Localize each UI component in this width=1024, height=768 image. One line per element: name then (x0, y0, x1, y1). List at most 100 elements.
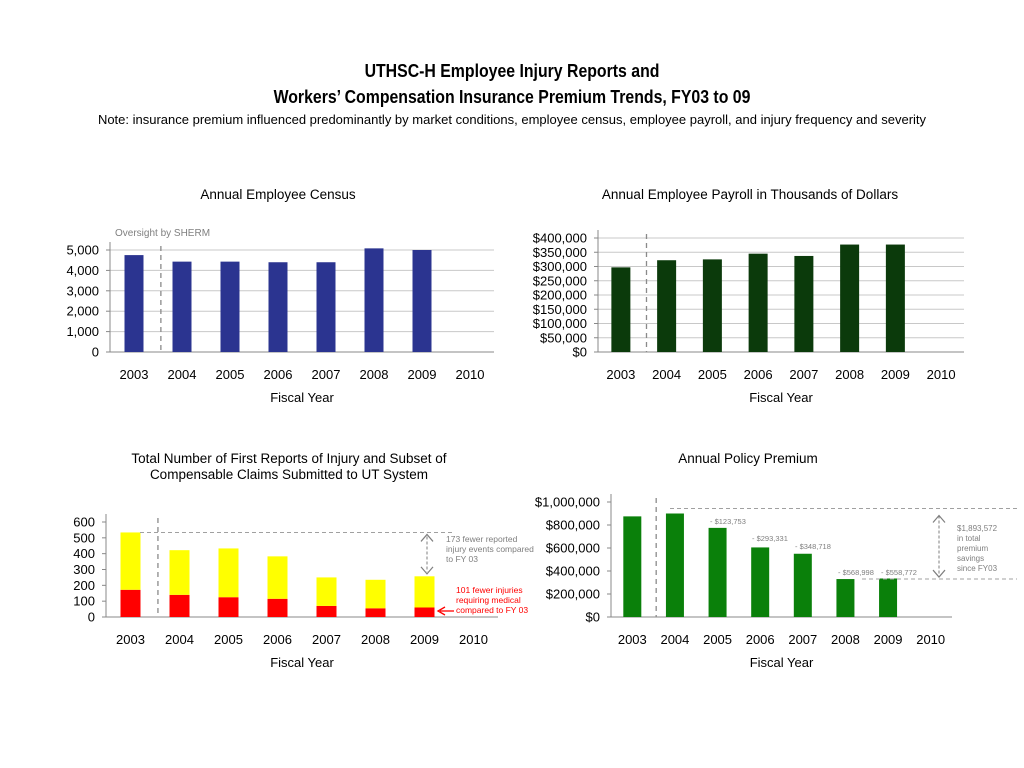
x-tick-label: 2006 (746, 632, 775, 647)
bar (794, 255, 814, 352)
bar (836, 579, 855, 617)
fewer-injuries-note: injury events compared (446, 544, 534, 554)
x-tick-label: 2008 (361, 632, 390, 647)
y-tick-label: $400,000 (533, 231, 587, 246)
bar (885, 244, 905, 352)
stacked-bar-segment (169, 550, 190, 595)
y-tick-label: 1,000 (66, 324, 99, 339)
stacked-bar-segment (218, 548, 239, 598)
red-arrow-head (436, 606, 446, 616)
x-tick-label: 2005 (214, 632, 243, 647)
y-tick-label: $1,000,000 (535, 495, 600, 510)
bar (611, 267, 631, 352)
x-tick-label: 2003 (116, 632, 145, 647)
x-tick-label: 2010 (456, 367, 485, 382)
bar (708, 527, 727, 617)
savings-label: - $348,718 (795, 542, 831, 551)
fewer-medical-note: requiring medical (456, 595, 521, 605)
x-axis-label: Fiscal Year (270, 390, 334, 405)
y-tick-label: $200,000 (546, 587, 600, 602)
x-tick-label: 2004 (660, 632, 689, 647)
chart-title: Annual Employee Payroll in Thousands of … (602, 187, 898, 202)
x-tick-label: 2004 (168, 367, 197, 382)
stacked-bar-segment (267, 556, 288, 599)
page-title-line-2: Workers’ Compensation Insurance Premium … (273, 87, 751, 107)
page-title-line-1: UTHSC-H Employee Injury Reports and (364, 61, 660, 81)
stacked-bar-segment (120, 589, 141, 617)
x-tick-label: 2007 (312, 367, 341, 382)
x-tick-label: 2009 (408, 367, 437, 382)
x-tick-label: 2009 (874, 632, 903, 647)
bar (702, 259, 722, 352)
x-tick-label: 2004 (652, 367, 681, 382)
total-savings-note: since FY03 (957, 564, 998, 573)
bar (623, 516, 642, 617)
y-tick-label: 600 (73, 515, 95, 530)
x-tick-label: 2009 (881, 367, 910, 382)
x-tick-label: 2004 (165, 632, 194, 647)
x-tick-label: 2008 (360, 367, 389, 382)
bar (793, 553, 812, 617)
bar (412, 250, 432, 352)
chart-title: Annual Employee Census (200, 187, 356, 202)
bar (268, 262, 288, 352)
y-tick-label: 200 (73, 578, 95, 593)
y-tick-label: $250,000 (533, 273, 587, 288)
arrow-head-up (420, 533, 434, 542)
bar (748, 253, 768, 352)
y-tick-label: 0 (88, 610, 95, 625)
chart-title: Total Number of First Reports of Injury … (131, 451, 446, 466)
x-tick-label: 2005 (216, 367, 245, 382)
stacked-bar-segment (365, 608, 386, 617)
x-tick-label: 2006 (744, 367, 773, 382)
stacked-bar-segment (267, 598, 288, 617)
injury-chart: Total Number of First Reports of Injury … (73, 451, 534, 670)
chart-title: Annual Policy Premium (678, 451, 818, 466)
y-tick-label: 500 (73, 530, 95, 545)
x-tick-label: 2008 (831, 632, 860, 647)
stacked-bar-segment (169, 594, 190, 617)
stacked-bar-segment (414, 576, 435, 608)
y-tick-label: $150,000 (533, 302, 587, 317)
y-tick-label: 3,000 (66, 283, 99, 298)
arrow-head-up (932, 514, 946, 523)
header: UTHSC-H Employee Injury Reports and Work… (0, 58, 1024, 129)
y-tick-label: $600,000 (546, 541, 600, 556)
x-tick-label: 2007 (312, 632, 341, 647)
x-tick-label: 2010 (927, 367, 956, 382)
x-tick-label: 2010 (459, 632, 488, 647)
bar (172, 261, 192, 352)
x-tick-label: 2008 (835, 367, 864, 382)
x-tick-label: 2003 (606, 367, 635, 382)
y-tick-label: $800,000 (546, 518, 600, 533)
x-tick-label: 2007 (788, 632, 817, 647)
stacked-bar-segment (365, 579, 386, 609)
y-tick-label: $0 (573, 345, 587, 360)
bar (879, 578, 898, 617)
y-tick-label: $350,000 (533, 245, 587, 260)
x-tick-label: 2009 (410, 632, 439, 647)
stacked-bar-segment (218, 597, 239, 617)
fewer-injuries-note: 173 fewer reported (446, 534, 518, 544)
savings-label: - $568,998 (838, 568, 874, 577)
stacked-bar-segment (414, 607, 435, 617)
x-tick-label: 2007 (789, 367, 818, 382)
arrow-head-down (932, 569, 946, 578)
y-tick-label: $100,000 (533, 316, 587, 331)
x-tick-label: 2003 (120, 367, 149, 382)
fewer-medical-note: 101 fewer injuries (456, 585, 523, 595)
savings-label: - $558,772 (881, 568, 917, 577)
total-savings-note: savings (957, 554, 984, 563)
y-tick-label: $400,000 (546, 564, 600, 579)
stacked-bar-segment (316, 577, 337, 606)
bar (220, 261, 240, 352)
fewer-medical-note: compared to FY 03 (456, 605, 528, 615)
savings-label: - $293,331 (752, 534, 788, 543)
x-tick-label: 2003 (618, 632, 647, 647)
chart-title: Compensable Claims Submitted to UT Syste… (150, 467, 428, 482)
total-savings-note: premium (957, 544, 988, 553)
arrow-head-down (420, 566, 434, 575)
y-tick-label: 0 (92, 345, 99, 360)
bar (124, 255, 144, 352)
y-tick-label: 4,000 (66, 263, 99, 278)
